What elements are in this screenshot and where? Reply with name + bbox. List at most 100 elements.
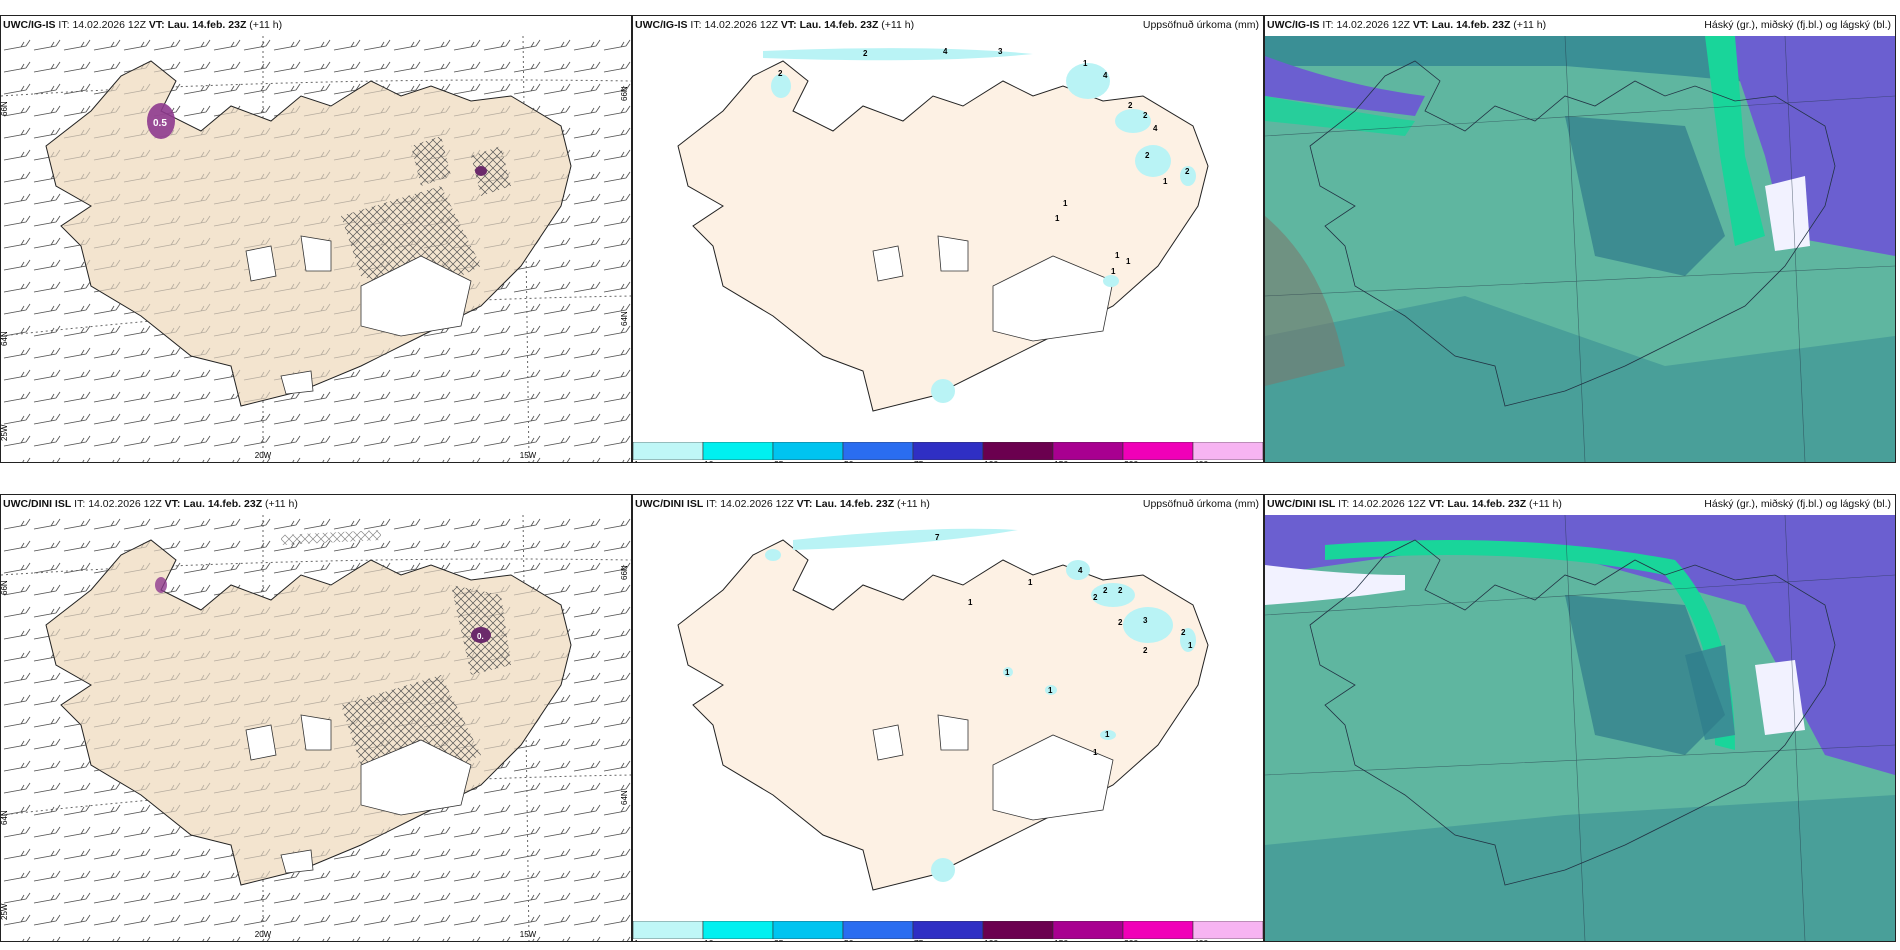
wind-map: 0.5 20W 15W 66N 64N 25W 66N 64N: [1, 36, 631, 462]
model-name: UWC/DINI ISL: [1267, 498, 1336, 510]
init-label: IT:: [1338, 498, 1350, 510]
colorbar-swatch: [772, 920, 844, 940]
lon-label-15w: 15W: [520, 930, 537, 939]
precip-value: 1: [1188, 641, 1193, 650]
precip-colorbar: [633, 920, 1263, 940]
precip-map: 2 4 3 1 4 2 2 4 2 2 1 1 1 1 1 1 2: [677, 47, 1209, 412]
valid-time: VT: Lau. 14.feb. 23Z: [780, 19, 879, 31]
precip-value: 4: [1078, 566, 1083, 575]
lat-label-66n-right: 66N: [620, 86, 629, 101]
colorbar-swatch: [1052, 920, 1124, 940]
lead-time: (+11 h): [265, 498, 298, 510]
colorbar-swatch: [912, 441, 984, 461]
precip-value-labels: 2 4 3 1 4 2 2 4 2 2 1 1 1 1 1 1 2: [778, 47, 1190, 276]
precip-value: 2: [1118, 618, 1123, 627]
precip-value: 1: [1093, 748, 1098, 757]
lon-label-15w: 15W: [520, 451, 537, 460]
init-label: IT:: [1322, 19, 1334, 31]
precip-value: 2: [1093, 593, 1098, 602]
colorbar-swatch: [772, 441, 844, 461]
precip-value: 2: [778, 69, 783, 78]
colorbar-swatch: [1192, 920, 1263, 940]
colorbar-swatch: [982, 441, 1054, 461]
colorbar-tick-label: 25: [774, 938, 783, 941]
colorbar-swatch: [842, 920, 914, 940]
colorbar-tick-label: 50: [844, 938, 853, 941]
colorbar-swatch: [842, 441, 914, 461]
model-name: UWC/IG-IS: [3, 19, 56, 31]
colorbar-tick-label: 10: [704, 459, 713, 462]
panel-header: UWC/DINI ISL IT: 14.02.2026 12Z VT: Lau.…: [3, 498, 627, 514]
lat-label-64n: 64N: [1, 810, 9, 825]
colorbar-tick-label: 10: [704, 938, 713, 941]
colorbar-tick-label: 200: [1124, 938, 1138, 941]
panel-header: UWC/IG-IS IT: 14.02.2026 12Z VT: Lau. 14…: [1267, 19, 1891, 35]
colorbar-ticks: 1 10 25 50 75 100 150 200 400: [633, 459, 1263, 462]
init-time: 14.02.2026 12Z: [1352, 498, 1426, 510]
colorbar-swatch: [702, 441, 774, 461]
lon-label-20w: 20W: [255, 930, 272, 939]
cloud-title: Háský (gr.), miðský (fj.bl.) og lágský (…: [1704, 498, 1891, 510]
wind-map-panel-igis: UWC/IG-IS IT: 14.02.2026 12Z VT: Lau. 14…: [0, 15, 632, 463]
lat-label-64n: 64N: [1, 331, 9, 346]
valid-time: VT: Lau. 14.feb. 23Z: [796, 498, 895, 510]
init-label: IT:: [58, 19, 70, 31]
colorbar-tick-label: 100: [984, 459, 998, 462]
colorbar-tick-label: 50: [844, 459, 853, 462]
model-name: UWC/IG-IS: [635, 19, 688, 31]
cloud-map-panel-dini: UWC/DINI ISL IT: 14.02.2026 12Z VT: Lau.…: [1264, 494, 1896, 942]
colorbar-tick-label: 1: [634, 459, 639, 462]
colorbar-swatch: [633, 920, 704, 940]
precip-value: 4: [1153, 124, 1158, 133]
precip-value-labels: 7 4 1 1 2 2 2 3 2 2 1 1 1 1 2 1: [935, 533, 1193, 757]
lat-label-64n-right: 64N: [620, 790, 629, 805]
precip-value: 1: [968, 598, 973, 607]
panel-header: UWC/DINI ISL IT: 14.02.2026 12Z VT: Lau.…: [635, 498, 1259, 514]
precip-title: Uppsöfnuð úrkoma (mm): [1142, 19, 1259, 31]
precip-value: 2: [1143, 646, 1148, 655]
lead-time: (+11 h): [1529, 498, 1562, 510]
colorbar-tick-label: 150: [1054, 459, 1068, 462]
init-time: 14.02.2026 12Z: [72, 19, 146, 31]
colorbar-swatch: [702, 920, 774, 940]
colorbar-swatch: [1122, 441, 1194, 461]
colorbar-tick-label: 75: [914, 938, 923, 941]
lat-label-64n-right: 64N: [620, 311, 629, 326]
wind-value-label: 0.5: [153, 118, 167, 129]
precip-value: 3: [1143, 616, 1148, 625]
colorbar-tick-label: 100: [984, 938, 998, 941]
precip-value: 2: [1118, 586, 1123, 595]
cloud-map: [1265, 36, 1895, 462]
lead-time: (+11 h): [1513, 19, 1547, 31]
lat-label-66n: 66N: [1, 101, 9, 116]
colorbar-tick-label: 200: [1124, 459, 1138, 462]
wind-map-panel-dini: UWC/DINI ISL IT: 14.02.2026 12Z VT: Lau.…: [0, 494, 632, 942]
precip-value: 2: [863, 49, 868, 58]
valid-time: VT: Lau. 14.feb. 23Z: [164, 498, 263, 510]
lead-time: (+11 h): [249, 19, 283, 31]
init-time: 14.02.2026 12Z: [1336, 19, 1410, 31]
precip-value: 1: [1126, 257, 1131, 266]
cloud-map: [1265, 515, 1895, 941]
precip-value: 1: [1105, 730, 1110, 739]
precip-value: 2: [1103, 586, 1108, 595]
colorbar-swatch: [982, 920, 1054, 940]
init-time: 14.02.2026 12Z: [704, 19, 778, 31]
model-name: UWC/DINI ISL: [3, 498, 72, 510]
valid-time: VT: Lau. 14.feb. 23Z: [1428, 498, 1527, 510]
model-name: UWC/IG-IS: [1267, 19, 1320, 31]
init-time: 14.02.2026 12Z: [720, 498, 794, 510]
precip-value: 1: [1055, 214, 1060, 223]
panel-header: UWC/DINI ISL IT: 14.02.2026 12Z VT: Lau.…: [1267, 498, 1891, 514]
precip-value: 4: [1103, 71, 1108, 80]
precip-value: 2: [1128, 101, 1133, 110]
precip-value: 7: [935, 533, 940, 542]
colorbar-tick-label: 400: [1194, 938, 1208, 941]
lon-label-25w: 25W: [1, 424, 9, 441]
precip-value: 1: [1063, 199, 1068, 208]
colorbar-swatches: [633, 441, 1263, 461]
precip-map-panel-igis: UWC/IG-IS IT: 14.02.2026 12Z VT: Lau. 14…: [632, 15, 1264, 463]
precip-value: 1: [1083, 59, 1088, 68]
precip-value: 1: [1115, 251, 1120, 260]
colorbar-tick-label: 1: [634, 938, 639, 941]
